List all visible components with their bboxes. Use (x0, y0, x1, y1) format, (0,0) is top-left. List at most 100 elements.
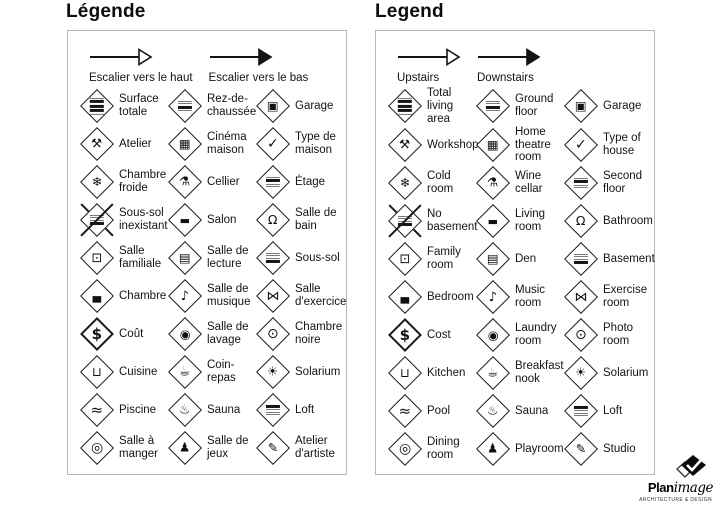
legend-item-toy: ♟ Playroom (473, 430, 564, 468)
legend-item-label: Second floor (603, 170, 643, 196)
sofa-icon: ▬ (165, 201, 205, 239)
logo-wordmark: Planimage (648, 480, 714, 496)
no-basement-icon (385, 202, 425, 240)
legend-item-label: Sous-sol inexistant (119, 207, 168, 232)
legend-item-label: Salle de jeux (207, 435, 249, 460)
legend-item-label: Sous-sol (295, 251, 340, 264)
tv-icon: ⊡ (77, 239, 117, 277)
legend-item-label: Salle de musique (207, 283, 251, 308)
sun-icon: ☀ (253, 353, 293, 391)
legend-item-label: Kitchen (427, 366, 466, 379)
legend-item-coffee-cup: ☕ Coin-repas (165, 353, 253, 391)
legend-item-label: Cold room (427, 170, 454, 196)
english-panel-title: Legend (375, 1, 444, 22)
projector-icon: ▦ (165, 125, 205, 163)
cooking-pot-icon: ⊔ (77, 353, 117, 391)
legend-item-label: Type de maison (295, 131, 336, 156)
legend-item-label: Solarium (295, 365, 341, 378)
legend-item-wine-bottle: ⚗ Wine cellar (473, 164, 561, 202)
legend-item-label: Salon (207, 213, 237, 226)
legend-item-checkmark: ✓ Type of house (561, 126, 649, 165)
legend-item-sauna-person: ♨ Sauna (165, 391, 253, 429)
legend-item-label: Cellier (207, 175, 240, 188)
legend-item-label: Den (515, 252, 537, 265)
toilet-icon: Ω (561, 202, 601, 240)
legend-item-music-note: ♪ Music room (473, 278, 561, 316)
legend-item-dumbbell: ⋈ Exercise room (561, 278, 649, 316)
down-arrow-icon (478, 48, 541, 66)
logo-brand-script: image (673, 480, 714, 496)
dumbbell-icon: ⋈ (561, 278, 601, 316)
legend-item-bed: ▄ Bedroom (385, 278, 474, 316)
planimage-logo: Planimage ARCHITECTURE & DESIGN (639, 454, 714, 503)
plate-cutlery-icon: ◎ (385, 430, 425, 468)
legend-item-label: Breakfast nook (515, 360, 564, 386)
legend-item-tv: ⊡ Salle familiale (77, 239, 165, 277)
car-icon: ▣ (253, 87, 293, 125)
legend-item-label: Cinéma maison (207, 131, 247, 156)
up-arrow-icon (90, 48, 153, 66)
legend-item-no-basement: No basement (385, 202, 478, 240)
legend-items-grid: Surface totale Rez-de-chaussée ▣ Garage ⚒ Ate… (77, 87, 346, 465)
legend-item-floor-second: Étage (253, 163, 341, 201)
legend-item-paint-palette: ✎ Atelier d'artiste (253, 429, 341, 467)
legend-item-toy: ♟ Salle de jeux (165, 429, 253, 467)
legend-item-floor-total: Total living area (385, 87, 473, 126)
legend-item-label: Wine cellar (515, 170, 543, 196)
legend-item-label: Atelier (119, 137, 152, 150)
legend-item-camera: ⊙ Chambre noire (253, 315, 342, 353)
stairs-up-legend: Upstairs (397, 47, 461, 84)
legend-item-tv: ⊡ Family room (385, 240, 473, 278)
legend-item-car: ▣ Garage (561, 87, 649, 126)
legend-item-bookshelf: ▤ Salle de lecture (165, 239, 253, 277)
floor-second-icon (253, 163, 293, 201)
legend-item-projector: ▦ Home theatre room (473, 126, 561, 165)
paint-palette-icon: ✎ (561, 430, 601, 468)
legend-item-label: Studio (603, 442, 636, 455)
legend-item-dollar: $ Cost (385, 316, 473, 354)
legend-item-label: Photo room (603, 322, 634, 348)
legend-item-floor-loft: Loft (561, 392, 649, 430)
legend-item-label: Salle à manger (119, 435, 158, 460)
legend-item-music-note: ♪ Salle de musique (165, 277, 253, 315)
floor-total-icon (385, 87, 425, 125)
sauna-person-icon: ♨ (165, 391, 205, 429)
legend-item-label: Workshop (427, 138, 479, 151)
stair-arrows-group: Upstairs Downstairs (397, 47, 541, 84)
legend-item-bed: ▄ Chambre (77, 277, 166, 315)
dumbbell-icon: ⋈ (253, 277, 293, 315)
legend-item-floor-ground: Ground floor (473, 87, 561, 126)
laundry-icon: ◉ (473, 316, 513, 354)
legend-item-label: Music room (515, 284, 546, 310)
legend-item-label: Solarium (603, 366, 649, 379)
legend-item-label: Laundry room (515, 322, 557, 348)
legend-item-hammer: ⚒ Workshop (385, 126, 479, 165)
legend-item-paint-palette: ✎ Studio (561, 430, 649, 468)
legend-item-label: Dining room (427, 436, 460, 462)
legend-item-label: Loft (603, 404, 623, 417)
legend-item-cooking-pot: ⊔ Kitchen (385, 354, 473, 392)
legend-items-grid: Total living area Ground floor ▣ Garage ⚒ Wor… (385, 87, 655, 467)
bed-icon: ▄ (385, 278, 425, 316)
legend-item-sun: ☀ Solarium (561, 354, 649, 392)
legend-item-label: Ground floor (515, 93, 554, 119)
stairs-down-legend: Escalier vers le bas (209, 47, 308, 84)
floor-total-icon (77, 87, 117, 125)
stairs-down-legend: Downstairs (477, 47, 541, 84)
legend-item-camera: ⊙ Photo room (561, 316, 649, 354)
logo-tagline: ARCHITECTURE & DESIGN (639, 497, 712, 503)
projector-icon: ▦ (473, 126, 513, 164)
legend-item-hammer: ⚒ Atelier (77, 125, 165, 163)
sauna-person-icon: ♨ (473, 392, 513, 430)
legend-item-floor-basement: Basement (561, 240, 655, 278)
plate-cutlery-icon: ◎ (77, 429, 117, 467)
sofa-icon: ▬ (473, 202, 513, 240)
floor-ground-icon (165, 87, 205, 125)
stair-arrows-group: Escalier vers le haut Escalier vers le b… (89, 47, 308, 84)
legend-item-projector: ▦ Cinéma maison (165, 125, 253, 163)
legend-item-dollar: $ Coût (77, 315, 165, 353)
toy-icon: ♟ (165, 429, 205, 467)
stairs-up-legend: Escalier vers le haut (89, 47, 193, 84)
legend-item-floor-loft: Loft (253, 391, 341, 429)
floor-loft-icon (561, 392, 601, 430)
